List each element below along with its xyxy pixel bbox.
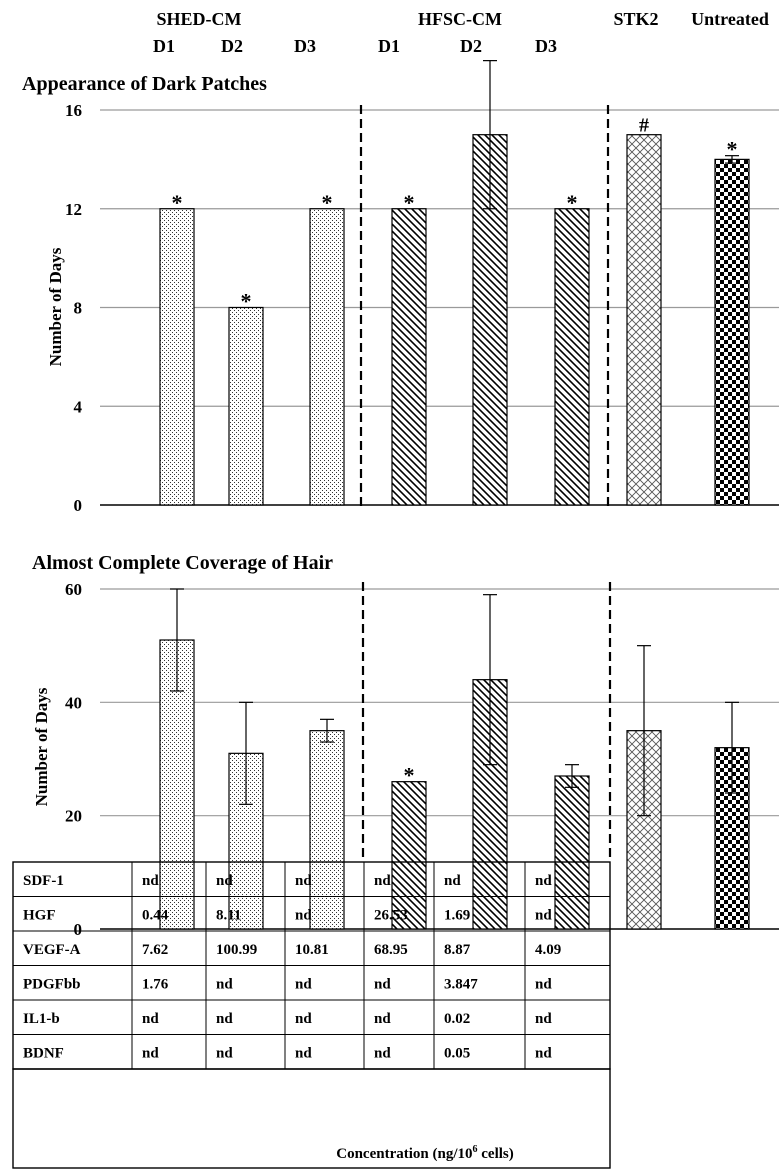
table-cell: 8.11	[216, 908, 241, 924]
bar	[714, 158, 750, 506]
table-cell: nd	[295, 977, 312, 993]
bar	[309, 730, 345, 930]
table-footer-box	[12, 1068, 611, 1169]
bar	[554, 775, 590, 930]
table-cell: nd	[295, 1011, 312, 1027]
table-row-header: HGF	[23, 908, 56, 924]
data-table: SDF-1 nd nd nd nd nd nd HGF 0.44 8.11 nd 26.53 1.69 n…	[12, 861, 611, 1169]
y-tick-label: 4	[74, 397, 83, 416]
table-cell: 7.62	[142, 942, 168, 958]
bar	[554, 208, 590, 506]
chart1-bars: * * * * * # *	[159, 60, 750, 506]
table-row-header: IL1-b	[23, 1011, 60, 1027]
chart1-ylabel: Number of Days	[46, 247, 65, 366]
table-footer: Concentration (ng/106 cells)	[336, 1144, 513, 1162]
bar	[228, 306, 264, 506]
group-label-untreated: Untreated	[691, 9, 769, 29]
table-cell: 1.76	[142, 977, 169, 993]
subcat-label-hfsc-d3: D3	[535, 36, 557, 56]
table-cell: nd	[535, 908, 552, 924]
chart1-grid: 0 4 8 12 16	[65, 101, 779, 515]
table-cell: nd	[142, 1046, 159, 1062]
table-cell: nd	[142, 873, 159, 889]
table-row-header: VEGF-A	[23, 942, 81, 958]
significance-marker: *	[322, 190, 333, 215]
significance-marker: *	[567, 190, 578, 215]
table-cell: 0.05	[444, 1046, 470, 1062]
y-tick-label: 0	[74, 920, 83, 939]
bar	[159, 208, 195, 506]
table-row-header: SDF-1	[23, 873, 64, 889]
bar	[309, 208, 345, 506]
table-cell: 0.44	[142, 908, 169, 924]
table-cell: nd	[216, 873, 233, 889]
subcat-label-hfsc-d2: D2	[460, 36, 482, 56]
y-tick-label: 12	[65, 200, 82, 219]
group-label-hfsc: HFSC-CM	[418, 9, 502, 29]
significance-marker: *	[172, 190, 183, 215]
y-tick-label: 8	[74, 299, 83, 318]
table-cell: nd	[374, 1011, 391, 1027]
table-cell: nd	[374, 977, 391, 993]
table-cell: nd	[216, 1046, 233, 1062]
significance-marker: *	[404, 190, 415, 215]
table-cell: 8.87	[444, 942, 471, 958]
chart1-title: Appearance of Dark Patches	[22, 73, 267, 95]
table-cell: nd	[216, 1011, 233, 1027]
subcat-label-shed-d1: D1	[153, 36, 175, 56]
table-cell: 3.847	[444, 977, 478, 993]
subcat-label-shed-d2: D2	[221, 36, 243, 56]
significance-marker: #	[639, 115, 649, 137]
table-cell: nd	[535, 873, 552, 889]
bar	[391, 208, 427, 506]
y-tick-label: 60	[65, 580, 82, 599]
table-cell: 68.95	[374, 942, 408, 958]
table-cell: nd	[535, 1046, 552, 1062]
y-tick-label: 0	[74, 496, 83, 515]
bar	[391, 781, 427, 930]
group-label-stk2: STK2	[613, 9, 658, 29]
table-cell: 0.02	[444, 1011, 470, 1027]
table-cell: nd	[295, 873, 312, 889]
table-cell: nd	[535, 1011, 552, 1027]
y-tick-label: 40	[65, 693, 82, 712]
table-cell: 26.53	[374, 908, 408, 924]
table-cell: nd	[374, 1046, 391, 1062]
table-cell: 10.81	[295, 942, 329, 958]
y-tick-label: 20	[65, 807, 82, 826]
significance-marker: *	[404, 763, 415, 788]
significance-marker: *	[241, 289, 252, 314]
table-row-header: PDGFbb	[23, 977, 81, 993]
chart2-title: Almost Complete Coverage of Hair	[32, 552, 333, 574]
table-cell: 4.09	[535, 942, 561, 958]
table-cell: nd	[142, 1011, 159, 1027]
subcat-label-shed-d3: D3	[294, 36, 316, 56]
y-tick-label: 16	[65, 101, 82, 120]
table-cell: 1.69	[444, 908, 470, 924]
chart2-grid: 0 20 40 60	[65, 580, 779, 939]
table-cell: nd	[374, 873, 391, 889]
bar	[626, 134, 662, 506]
table-row-header: BDNF	[23, 1046, 64, 1062]
subcat-label-hfsc-d1: D1	[378, 36, 400, 56]
table-cell: nd	[444, 873, 461, 889]
table-cell: 100.99	[216, 942, 257, 958]
table-cell: nd	[535, 977, 552, 993]
significance-marker: *	[727, 137, 738, 162]
table-cell: nd	[216, 977, 233, 993]
bar	[472, 134, 508, 506]
table-cell: nd	[295, 908, 312, 924]
chart2-ylabel: Number of Days	[32, 687, 51, 806]
group-label-shed: SHED-CM	[157, 9, 242, 29]
table-cell: nd	[295, 1046, 312, 1062]
chart2-bars: *	[159, 588, 750, 930]
